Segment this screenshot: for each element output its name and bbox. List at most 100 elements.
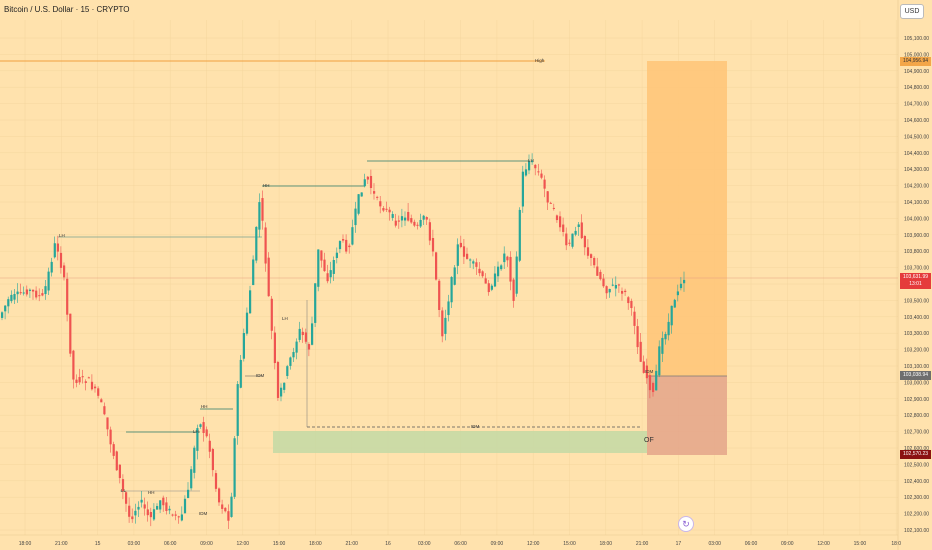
entry-price-tag: 103,038.94 [900,371,931,380]
price-axis-label: 104,200.00 [904,184,929,190]
candle-body [270,298,273,331]
candle-body [456,244,459,266]
candle-body [323,259,326,272]
candle-body [605,286,608,294]
candle-body [565,233,568,246]
candle-body [416,224,419,226]
price-axis-label: 102,800.00 [904,413,929,419]
candle-body [156,506,159,510]
high-price-tag: 104,956.94 [900,57,931,66]
order-block-zone [273,431,647,453]
stop-zone [647,376,727,455]
candle-body [317,249,320,287]
candle-body [332,259,335,274]
candle-body [115,451,118,471]
candle-body [636,326,639,348]
candle-body [171,514,174,516]
candle-body [425,217,428,220]
candle-body [453,267,456,285]
candle-body [509,256,512,282]
candle-body [301,331,304,336]
candle-body [314,283,317,323]
candle-body [450,277,453,303]
candle-body [413,221,416,226]
candle-body [7,299,10,307]
candle-body [66,278,69,315]
candle-body [286,366,289,376]
candle-body [562,224,565,232]
idm-label-2: IDM [199,511,208,516]
candle-body [534,164,537,169]
price-axis-label: 102,300.00 [904,495,929,501]
candle-body [25,289,28,295]
time-axis-label: 06:00 [454,541,467,547]
candle-body [462,246,466,257]
candle-body [190,469,193,489]
candle-body [441,310,444,337]
candle-body [121,479,125,492]
time-axis-label: 03:00 [418,541,431,547]
candle-body [645,365,648,379]
replay-icon[interactable]: ↻ [678,516,694,532]
candle-body [400,216,404,221]
time-axis-label: 18:0 [891,541,901,547]
stop-price-tag: 102,570.23 [900,450,931,459]
candle-body [165,502,168,511]
candle-body [159,500,162,510]
candle-body [478,268,481,274]
time-axis-label: 12:00 [527,541,540,547]
candle-body [490,285,493,290]
candle-body [385,208,388,210]
candle-body [500,265,503,270]
candle-body [602,278,605,287]
candle-body [283,382,286,390]
candle-body [245,312,249,334]
candle-body [487,283,490,293]
price-axis-label: 102,100.00 [904,528,929,534]
candle-body [311,323,314,345]
price-axis-label: 103,800.00 [904,249,929,255]
candle-body [47,271,50,291]
candle-body [599,271,602,280]
candle-body [661,337,664,354]
candle-body [125,492,128,504]
time-axis-label: 09:00 [200,541,213,547]
candle-body [227,511,230,521]
hh-label-3: HH [148,490,155,495]
candle-body [103,406,106,415]
candle-body [431,237,435,252]
candle-body [379,201,382,207]
hh-label-2: HH [201,404,208,409]
idm-label-1: IDM [256,373,265,378]
price-axis-label: 103,300.00 [904,331,929,337]
candle-body [32,289,35,292]
candle-body [648,375,652,391]
candle-body [276,362,280,398]
currency-button[interactable]: USD [900,4,924,19]
candle-body [624,290,627,293]
candle-body [633,311,636,326]
structure-lines [0,60,898,492]
candle-body [518,209,521,261]
candle-body [472,261,475,264]
candle-body [326,273,329,282]
candle-body [596,266,599,276]
candle-body [546,191,549,203]
candle-body [590,254,593,258]
time-axis-label: 18:00 [19,541,32,547]
candle-body [583,235,586,248]
candle-body [484,278,487,284]
price-axis-label: 105,100.00 [904,36,929,42]
candle-body [255,226,258,261]
price-axis-label: 104,400.00 [904,151,929,157]
candle-body [373,191,376,194]
candle-body [162,497,165,506]
zones [273,61,727,455]
candle-body [168,508,171,511]
candle-body [75,379,78,383]
candle-body [652,382,655,393]
candle-body [97,388,100,396]
candle-body [593,257,596,266]
